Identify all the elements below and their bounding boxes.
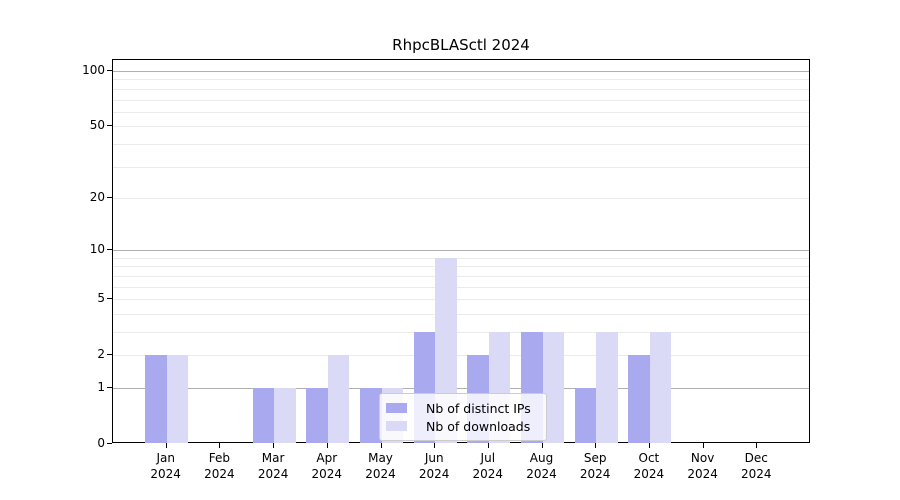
x-tick-label-may: May 2024 — [365, 451, 396, 481]
legend-label-downloads: Nb of downloads — [426, 418, 531, 434]
gridline-minor-90 — [113, 79, 809, 81]
y-tick-label-20: 20 — [89, 189, 105, 204]
x-tick-label-mar: Mar 2024 — [257, 451, 289, 481]
x-tick-mark-aug — [541, 443, 543, 448]
bar-jan-downloads — [166, 355, 189, 443]
x-tick-mark-jul — [487, 443, 489, 448]
legend-swatch-distinct-ips-icon — [386, 403, 407, 413]
x-tick-mark-may — [380, 443, 382, 448]
x-tick-label-dec: Dec 2024 — [741, 451, 772, 481]
y-tick-mark-0 — [107, 443, 112, 444]
gridline-minor-80 — [113, 88, 809, 90]
bar-jan-distinct-ips — [145, 355, 167, 443]
legend-label-distinct-ips: Nb of distinct IPs — [426, 400, 531, 416]
x-tick-mark-feb — [219, 443, 221, 448]
y-tick-mark-50 — [107, 125, 112, 127]
x-tick-mark-dec — [756, 443, 758, 448]
x-tick-mark-nov — [702, 443, 704, 448]
bar-apr-downloads — [327, 355, 350, 443]
x-tick-label-sep: Sep 2024 — [579, 451, 611, 481]
y-tick-label-1: 1 — [97, 380, 105, 394]
gridline-minor-5 — [113, 299, 809, 301]
y-tick-mark-100 — [107, 70, 112, 71]
bar-mar-downloads — [274, 388, 296, 443]
chart-title: RhpcBLASctl 2024 — [392, 36, 530, 54]
y-tick-mark-1 — [107, 387, 112, 388]
y-tick-label-50: 50 — [89, 118, 105, 133]
gridline-minor-50 — [113, 126, 809, 128]
y-tick-label-5: 5 — [97, 291, 105, 306]
x-tick-label-jul: Jul 2024 — [472, 451, 504, 481]
x-tick-mark-jan — [165, 443, 167, 448]
x-tick-label-aug: Aug 2024 — [526, 451, 557, 481]
gridline-minor-2 — [113, 355, 809, 357]
gridline-major-1 — [113, 388, 809, 389]
x-tick-mark-jun — [434, 443, 436, 448]
y-tick-mark-10 — [107, 249, 112, 251]
gridline-major-10 — [113, 250, 809, 252]
gridline-minor-70 — [113, 99, 809, 101]
x-tick-mark-sep — [595, 443, 597, 448]
legend-swatch-downloads-icon — [386, 421, 407, 431]
y-tick-label-100: 100 — [82, 63, 105, 77]
bar-sep-distinct-ips — [574, 388, 597, 443]
x-tick-label-feb: Feb 2024 — [204, 451, 235, 481]
legend-row-downloads: Nb of downloads — [386, 417, 538, 435]
x-tick-label-oct: Oct 2024 — [633, 451, 665, 481]
gridline-major-100 — [113, 71, 809, 72]
y-tick-mark-2 — [107, 354, 112, 356]
x-tick-label-apr: Apr 2024 — [311, 451, 343, 481]
gridline-minor-60 — [113, 111, 809, 113]
y-tick-label-0: 0 — [97, 436, 105, 450]
gridline-minor-8 — [113, 266, 809, 268]
bar-sep-downloads — [596, 332, 618, 443]
x-tick-label-nov: Nov 2024 — [687, 451, 718, 481]
y-tick-label-10: 10 — [89, 242, 105, 257]
y-tick-label-2: 2 — [97, 347, 105, 362]
gridline-minor-20 — [113, 197, 809, 199]
x-tick-mark-mar — [273, 443, 275, 448]
x-tick-label-jan: Jan 2024 — [150, 451, 181, 481]
legend-row-distinct-ips: Nb of distinct IPs — [386, 399, 538, 417]
bar-aug-downloads — [542, 332, 564, 443]
y-tick-mark-5 — [107, 298, 112, 300]
x-tick-mark-apr — [326, 443, 328, 448]
y-tick-mark-20 — [107, 196, 112, 198]
bar-mar-distinct-ips — [252, 388, 275, 443]
gridline-minor-4 — [113, 313, 809, 315]
bar-oct-downloads — [649, 332, 672, 443]
legend: Nb of distinct IPs Nb of downloads — [379, 393, 547, 441]
gridline-minor-3 — [113, 332, 809, 333]
gridline-minor-40 — [113, 143, 809, 145]
x-tick-label-jun: Jun 2024 — [418, 451, 450, 481]
gridline-minor-9 — [113, 257, 809, 259]
gridline-minor-6 — [113, 286, 809, 288]
gridline-minor-7 — [113, 275, 809, 277]
plot-area: Nb of distinct IPs Nb of downloads — [112, 59, 810, 443]
gridline-minor-30 — [113, 166, 809, 168]
bar-may-distinct-ips — [360, 388, 382, 443]
x-tick-mark-oct — [648, 443, 650, 448]
bar-apr-distinct-ips — [306, 388, 328, 443]
bar-oct-distinct-ips — [628, 355, 650, 443]
